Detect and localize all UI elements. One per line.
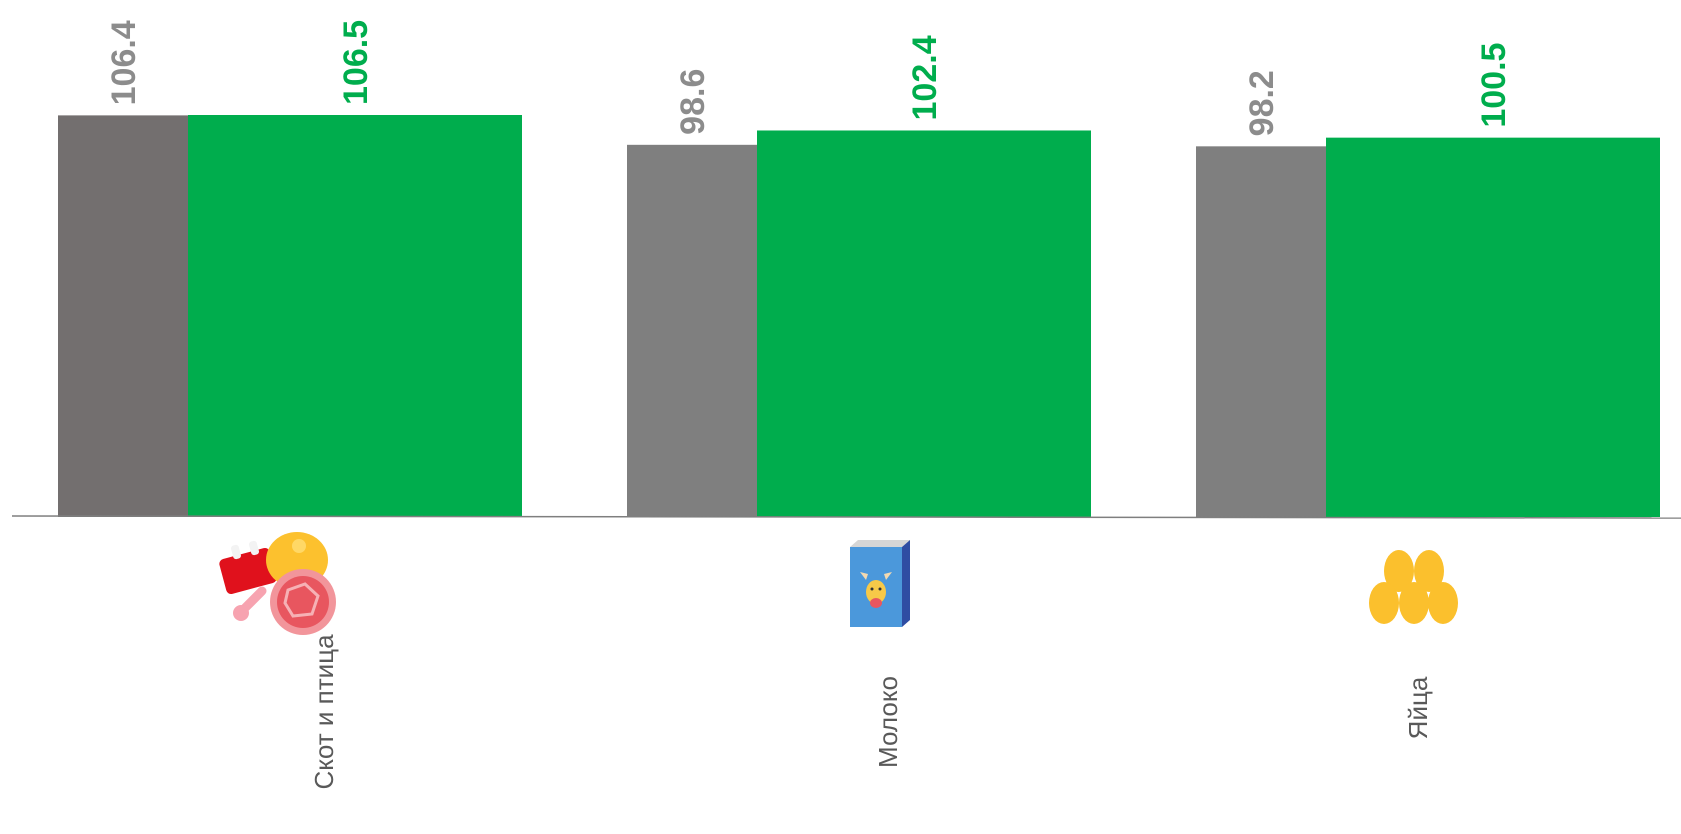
bar-meat-series-2 [188,115,522,517]
value-label-eggs-series-1: 98.2 [1243,70,1281,136]
category-label-meat: Скот и птица [309,634,339,790]
value-label-meat-series-2: 106.5 [337,20,375,105]
value-labels-layer: 106.4 106.5 98.6 102.4 98.2 100.5 [105,20,1513,136]
meat-poultry-icon [219,532,336,635]
value-label-milk-series-2: 102.4 [906,35,944,120]
bar-meat-series-1 [58,115,188,517]
bar-milk-series-1 [627,144,757,518]
value-label-milk-series-1: 98.6 [674,69,712,135]
category-label-milk: Молоко [873,676,903,768]
bar-eggs-series-2 [1326,137,1660,517]
bars-layer [58,115,1660,518]
eggs-icon [1369,550,1458,624]
x-axis-line [11,515,1681,519]
value-label-meat-series-1: 106.4 [105,20,143,105]
bar-eggs-series-1 [1196,146,1326,517]
category-label-eggs: Яйца [1403,676,1433,739]
bar-milk-series-2 [757,130,1091,517]
milk-carton-icon [850,540,910,627]
value-label-eggs-series-2: 100.5 [1475,43,1513,128]
